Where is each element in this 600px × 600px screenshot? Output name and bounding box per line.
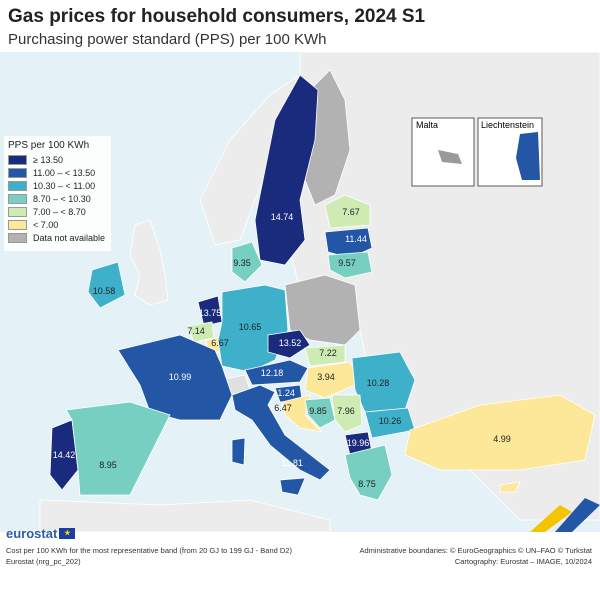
- value-label-ro: 10.28: [367, 378, 390, 388]
- legend-item: 11.00 – < 13.50: [8, 167, 105, 178]
- legend-item: 10.30 – < 11.00: [8, 180, 105, 191]
- value-label-es: 8.95: [99, 460, 117, 470]
- country-IT-sicily: [279, 477, 306, 496]
- value-label-gr: 8.75: [358, 479, 376, 489]
- value-label-ba: 9.85: [309, 406, 327, 416]
- map-title: Gas prices for household consumers, 2024…: [8, 6, 426, 27]
- country-CZ: [267, 329, 311, 359]
- country-CY: [499, 481, 521, 493]
- country-HU: [304, 361, 363, 399]
- land-uk: [129, 219, 169, 306]
- value-label-at: 12.18: [261, 368, 284, 378]
- legend-label: Data not available: [33, 232, 106, 243]
- value-label-lv: 7.67: [342, 207, 360, 217]
- country-IT: [231, 384, 331, 481]
- country-IT-sardinia: [231, 437, 246, 466]
- map-subtitle: Purchasing power standard (PPS) per 100 …: [8, 31, 327, 48]
- inset-malta-label: Malta: [416, 120, 438, 130]
- legend-swatch: [8, 180, 27, 191]
- value-label-de: 10.65: [239, 322, 262, 332]
- eurostat-swoosh-yellow: [530, 505, 572, 532]
- legend-items: ≥ 13.50 11.00 – < 13.50 10.30 – < 11.00 8.7…: [8, 154, 105, 243]
- footer-note-2: Eurostat (nrg_pc_202): [6, 557, 81, 566]
- value-label-nl: 13.75: [199, 308, 222, 318]
- value-label-hr: 6.47: [274, 403, 292, 413]
- country-SE: [254, 74, 319, 266]
- eu-flag-icon: [59, 528, 76, 539]
- legend: PPS per 100 KWh ≥ 13.50 11.00 – < 13.50 10…: [4, 136, 112, 251]
- legend-label: 8.70 – < 10.30: [33, 193, 91, 204]
- legend-swatch: [8, 193, 27, 204]
- legend-label: < 7.00: [33, 219, 59, 230]
- value-label-tr: 4.99: [493, 434, 511, 444]
- footer-credit-2: Cartography: Eurostat – IMAGE, 10/2024: [454, 557, 592, 566]
- legend-label: 11.00 – < 13.50: [33, 167, 96, 178]
- legend-swatch: [8, 167, 27, 178]
- value-label-pl_lt: 9.57: [338, 258, 356, 268]
- country-RS: [331, 394, 363, 433]
- inset-malta-shape: [438, 150, 462, 164]
- value-label-be: 7.14: [187, 326, 205, 336]
- country-BA: [304, 397, 336, 429]
- country-PT: [49, 419, 79, 491]
- value-label-lt: 11.44: [345, 234, 367, 244]
- legend-item: 7.00 – < 8.70: [8, 206, 105, 217]
- legend-item: < 7.00: [8, 219, 105, 230]
- legend-label: 7.00 – < 8.70: [33, 206, 86, 217]
- legend-swatch: [8, 219, 27, 230]
- logo-text: eurostat: [6, 526, 58, 541]
- footer-note-1: Cost per 100 KWh for the most representa…: [6, 546, 292, 555]
- legend-label: 10.30 – < 11.00: [33, 180, 96, 191]
- inset-liechtenstein-label: Liechtenstein: [481, 120, 534, 130]
- eurostat-swoosh-blue: [555, 498, 600, 532]
- europe-map: Malta Liechtenstein 14.74 7.67 11.44 9.35 9.…: [0, 52, 600, 532]
- country-BY: [327, 251, 373, 279]
- value-label-sk: 7.22: [319, 348, 337, 358]
- legend-title: PPS per 100 KWh: [8, 140, 90, 151]
- country-BE: [187, 321, 215, 343]
- country-DK: [231, 241, 263, 283]
- country-FR: [117, 334, 233, 421]
- country-LV: [324, 194, 371, 229]
- legend-swatch: [8, 154, 27, 165]
- land-africa: [39, 499, 331, 532]
- country-ES: [65, 401, 171, 496]
- inset-liechtenstein-shape: [516, 132, 540, 180]
- legend-item: Data not available: [8, 232, 105, 243]
- legend-item: ≥ 13.50: [8, 154, 105, 165]
- value-label-fr: 10.99: [169, 372, 192, 382]
- value-label-se: 14.74: [271, 212, 294, 222]
- value-label-si: 11.24: [273, 388, 295, 398]
- legend-swatch: [8, 206, 27, 217]
- value-label-dk: 9.35: [233, 258, 251, 268]
- country-AT: [244, 359, 309, 386]
- country-GR: [344, 444, 393, 501]
- footer-credit-1: Administrative boundaries: © EuroGeograp…: [359, 546, 592, 555]
- country-IE: [87, 261, 126, 309]
- country-HR: [281, 394, 324, 433]
- eurostat-logo: eurostat: [6, 526, 76, 541]
- value-label-bg: 10.26: [379, 416, 402, 426]
- value-label-it: 11.81: [281, 458, 303, 468]
- value-label-ie: 10.58: [93, 286, 116, 296]
- legend-label: ≥ 13.50: [33, 154, 63, 165]
- value-labels: 14.74 7.67 11.44 9.35 9.57 10.58 13.75 7.14 6.67…: [53, 207, 511, 489]
- value-label-pt: 14.42: [53, 450, 76, 460]
- legend-swatch: [8, 232, 27, 243]
- value-label-lu: 6.67: [211, 338, 229, 348]
- value-label-cz: 13.52: [279, 338, 302, 348]
- value-label-rs: 7.96: [337, 406, 355, 416]
- legend-item: 8.70 – < 10.30: [8, 193, 105, 204]
- value-label-hu: 3.94: [317, 372, 335, 382]
- country-SK: [304, 344, 346, 367]
- country-TR: [404, 394, 596, 471]
- value-label-mk: 19.96: [347, 438, 370, 448]
